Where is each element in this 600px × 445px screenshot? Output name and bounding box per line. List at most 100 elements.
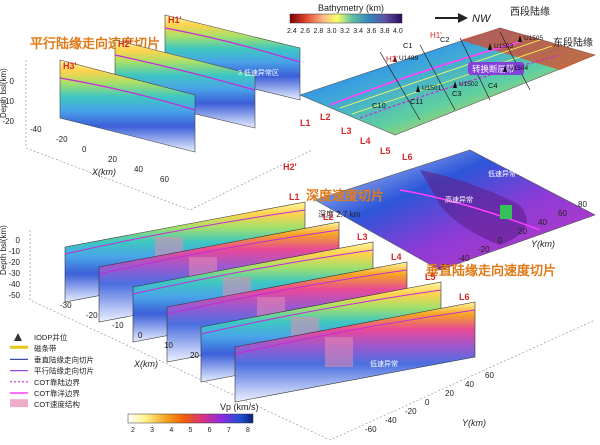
bathymetry-tick: 2.6: [300, 28, 310, 35]
slice-cot-line: [98, 229, 340, 275]
parallel-slice-h1: [164, 14, 301, 101]
map-profile-label: C4: [488, 81, 498, 90]
top-depth-ticks: 0 -10 -20: [2, 77, 14, 126]
bathymetry-colorbar: Bathymetry (km) 2.4 2.6 2.8 3.0 3.2 3.4 3.6 3.8…: [287, 3, 403, 35]
well-icon: [518, 35, 522, 42]
top-x-tick: -40: [30, 125, 42, 134]
magnetic-stripe-b: [351, 45, 553, 115]
vp-gradient: [127, 413, 254, 424]
vp-tick: 7: [227, 427, 231, 434]
bottom-x-tick: -20: [86, 311, 98, 320]
top-y-tick: -60: [438, 263, 450, 272]
map-h2-label: H2': [283, 162, 297, 172]
slice-cot-line: [234, 309, 476, 355]
top-x-tick: 40: [134, 165, 143, 174]
map-section-label: L2: [320, 112, 331, 122]
map-section-label: L3: [341, 126, 352, 136]
bottom-x-tick: 10: [164, 341, 173, 350]
bottom-y-ticks: -60 -40 -20 0 20 40 60: [365, 371, 494, 434]
bottom-x-tick: -30: [60, 301, 72, 310]
deep-high-anomaly: 高速异常: [445, 195, 473, 204]
bathymetry-tick: 3.8: [380, 28, 390, 35]
legend-item-label: 磁条带: [34, 343, 57, 353]
top-x-tick: 60: [160, 175, 169, 184]
bathymetry-tick: 2.8: [314, 28, 324, 35]
top-y-tick: -20: [478, 245, 490, 254]
deep-title: 深度速度切片: [306, 188, 384, 203]
well-label: U1499: [399, 55, 419, 62]
vertical-slice-label: L5: [425, 272, 436, 282]
map-labels: C1 C2 C10 C11 C3 C4: [372, 35, 498, 110]
map-profile-label: C3: [452, 89, 462, 98]
cot-line-h3: [59, 77, 196, 111]
arrow-head-icon: [458, 13, 468, 23]
vp-tick: 4: [169, 427, 173, 434]
cot-ocean-boundary: [329, 41, 521, 106]
bottom-low-velocity: 低速异常: [370, 359, 398, 368]
bottom-x-tick: 0: [138, 331, 143, 340]
map-section-label: L6: [402, 152, 413, 162]
bottom-y-tick: 40: [465, 380, 474, 389]
bottom-y-tick: 0: [425, 398, 430, 407]
bottom-x-axis-label: X(km): [133, 359, 158, 369]
parallel-label-h1: H1': [168, 15, 182, 25]
deep-slice-panel: 深度速度切片 深度 2.7 km 低速异常 高速异常 -60 -40 -20 0 20 4…: [306, 149, 596, 272]
deep-cot-boundary: [399, 189, 541, 231]
bathymetry-tick: 4.0: [393, 28, 403, 35]
magnetic-stripe-a: [339, 39, 541, 109]
top-y-axis-label: Y(km): [531, 239, 555, 249]
top-depth-axis-label: Depth bsl(km): [0, 68, 8, 118]
cot-line-h1: [164, 27, 301, 63]
legend-item-label: 平行陆缘走向切片: [34, 366, 94, 376]
top-x-tick: 20: [108, 155, 117, 164]
deep-green-marker: [500, 205, 512, 219]
parallel-label-h2: H2': [118, 39, 132, 49]
bathymetry-ticks: 2.4 2.6 2.8 3.0 3.2 3.4 3.6 3.8 4.0: [287, 28, 403, 35]
well-icon: [453, 81, 457, 88]
vertical-title: 垂直陆缘走向速度切片: [426, 263, 556, 278]
top-x-ticks: -40 -20 0 20 40 60: [30, 125, 169, 184]
top-y-tick: 40: [538, 218, 547, 227]
vp-tick: 5: [189, 427, 193, 434]
map-profile-label: C11: [410, 97, 423, 106]
vp-tick: 8: [246, 427, 250, 434]
transform-zone-text: 转换断层带: [472, 64, 515, 74]
bottom-x-tick: 20: [190, 351, 199, 360]
bottom-depth-tick: -50: [8, 291, 20, 300]
well-label: U1502: [459, 81, 479, 88]
depth-note: 深度 2.7 km: [318, 209, 361, 219]
vp-colorbar: Vp (km/s) 2 3 4 5 6 7 8: [127, 402, 259, 434]
parallel-slices-panel: 平行陆缘走向速度切片 H1' H2' H3' 3 低速异常区 Depth bsl…: [0, 14, 313, 211]
bathymetry-map-panel: 西段陆缘 东段陆缘 转换断层带 U1499 U1501 U1502 U1503 U150…: [283, 5, 596, 172]
bottom-depth-ticks: 0 -10 -20 -30 -40 -50: [8, 236, 20, 300]
north-west-arrow: NW: [435, 13, 492, 25]
slice-cot-line: [166, 269, 408, 315]
legend-item-label: COT靠洋边界: [34, 388, 80, 398]
bottom-y-tick: 60: [485, 371, 494, 380]
bathymetry-title: Bathymetry (km): [318, 3, 384, 13]
vertical-slices-panel: 垂直陆缘走向速度切片 L1 L2 L3 L4 L5 L6 低速异常 Depth bsl(km…: [0, 192, 596, 441]
bottom-y-tick: -60: [365, 425, 377, 434]
map-profile-label: C2: [440, 35, 450, 44]
legend-item-label: 垂直陆缘走向切片: [34, 354, 94, 364]
well-label: U1503: [494, 43, 514, 50]
map-h1-label: H1': [430, 31, 442, 40]
well-label: U1501: [422, 85, 442, 92]
parallel-slice-note: 3 低速异常区: [238, 68, 279, 77]
bathymetry-tick: 3.4: [353, 28, 363, 35]
cot-line-h2: [114, 54, 256, 91]
bottom-depth-tick: -10: [8, 247, 20, 256]
margin-highland: [460, 28, 595, 70]
bottom-x-tick: -10: [112, 321, 124, 330]
slice-cot-line: [200, 289, 442, 335]
parallel-slice-h3: [59, 59, 196, 153]
map-profile-label: C1: [403, 41, 413, 50]
bottom-y-tick: -40: [385, 416, 397, 425]
west-margin-label: 西段陆缘: [510, 5, 550, 18]
map-section-label: L5: [380, 146, 391, 156]
parallel-frame: [25, 60, 313, 211]
top-depth-tick: -10: [2, 97, 14, 106]
top-x-tick: -20: [56, 135, 68, 144]
